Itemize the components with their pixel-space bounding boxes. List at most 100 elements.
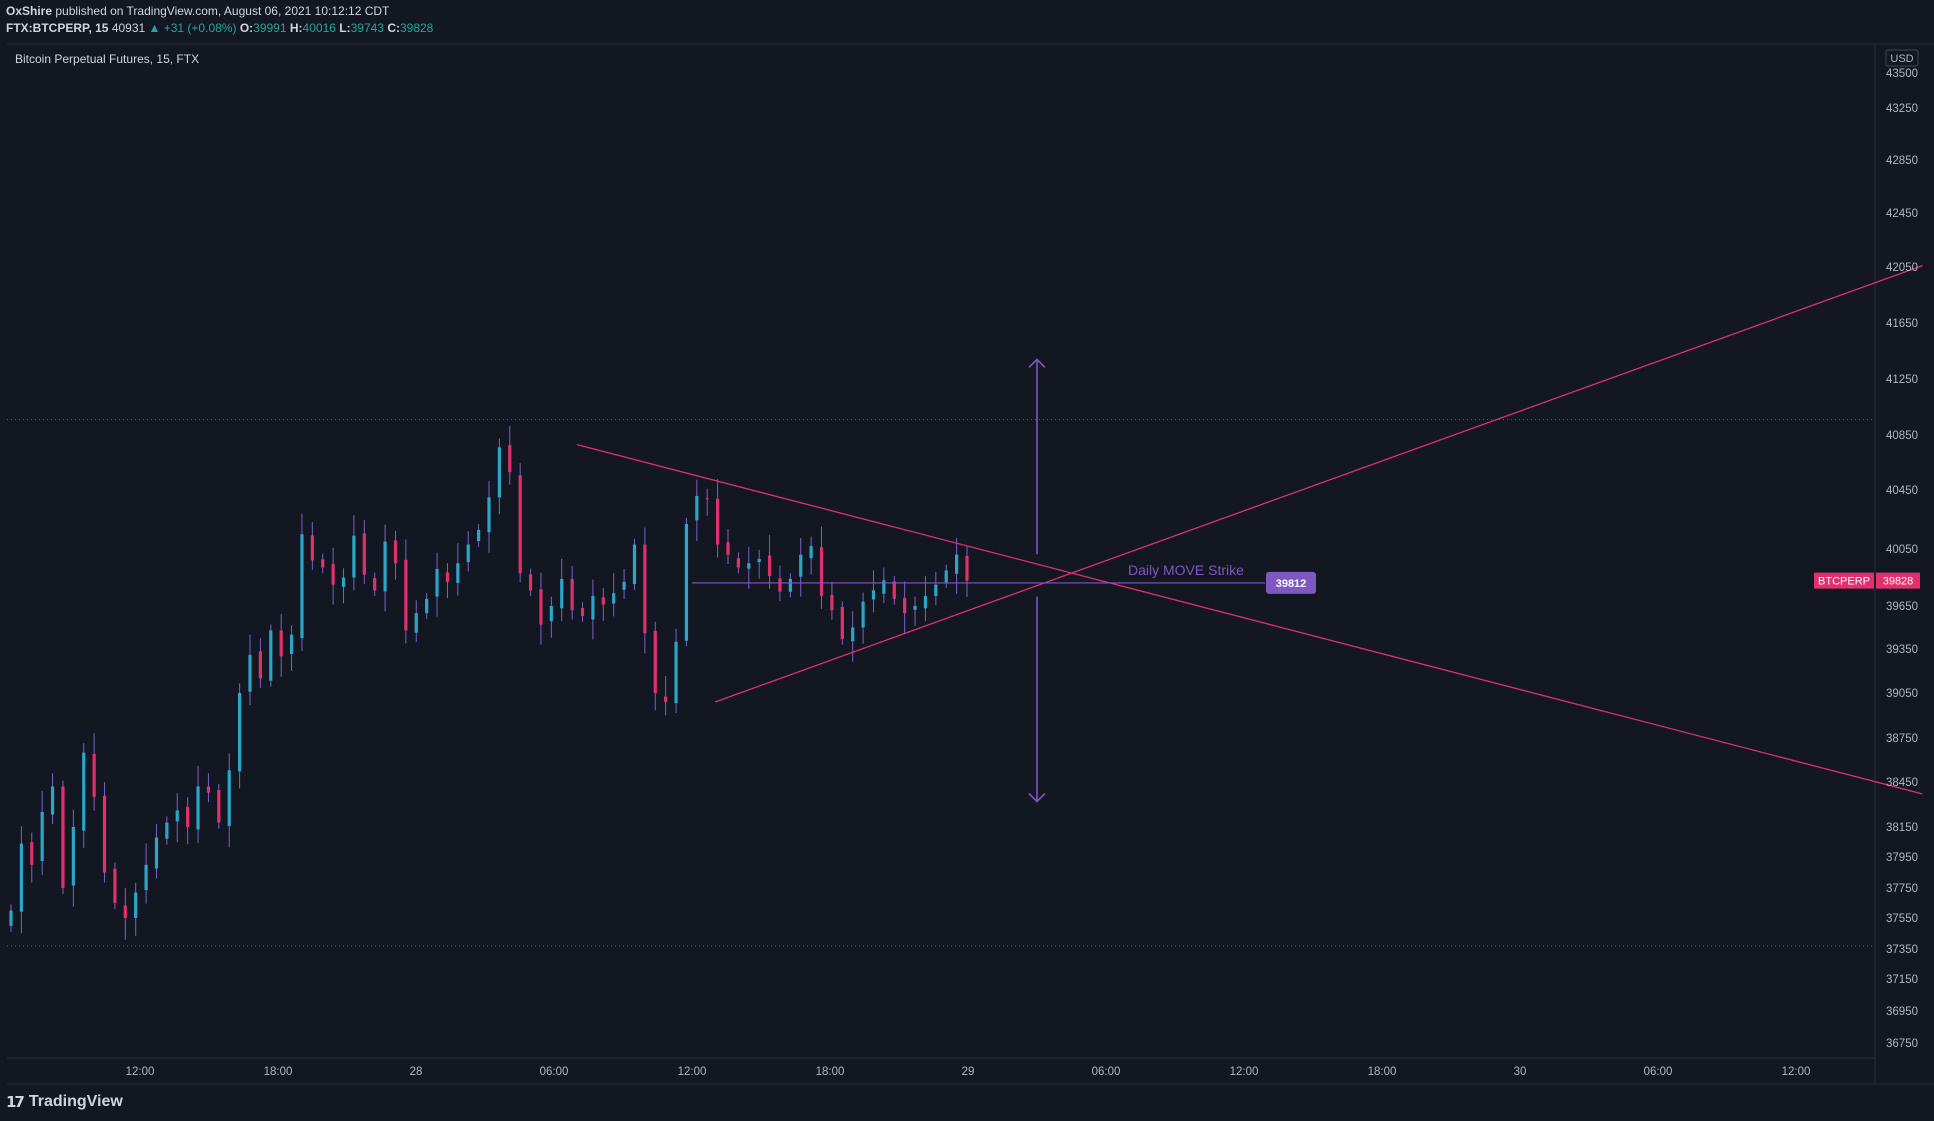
y-tick-label: 43500 <box>1886 68 1918 80</box>
price-axis[interactable]: USD 43500 43250 42850 42450 42050 41650 41250 40… <box>1885 49 1919 1050</box>
chart-title: Bitcoin Perpetual Futures, 15, FTX <box>15 52 200 66</box>
candle-body <box>165 822 169 839</box>
candle-body <box>726 542 730 555</box>
candle-body <box>799 554 803 577</box>
candle-body <box>944 570 948 583</box>
strike-annotation-text[interactable]: Daily MOVE Strike <box>1128 562 1244 578</box>
x-tick-label: 06:00 <box>540 1066 569 1078</box>
candle-body <box>716 498 720 545</box>
y-tick-label: 39650 <box>1886 601 1918 613</box>
currency-box[interactable] <box>1885 49 1919 67</box>
y-tick-label: 41650 <box>1886 318 1918 330</box>
change-value: ▲ +31 (+0.08%) <box>148 21 237 35</box>
close-value: 39828 <box>399 21 434 35</box>
x-tick-label: 12:00 <box>678 1066 707 1078</box>
candle-body <box>477 529 481 542</box>
strike-value-text: 39812 <box>1276 578 1307 590</box>
publisher-name[interactable]: OxShire <box>6 4 53 18</box>
candle-body <box>560 578 564 609</box>
y-tick-label: 38150 <box>1886 822 1918 834</box>
low-value: 39743 <box>350 21 384 35</box>
candle-body <box>227 770 231 827</box>
candle-body <box>518 475 522 574</box>
candle-body <box>61 786 65 888</box>
ohlc-line: FTX:BTCPERP, 15 40931 ▲ +31 (+0.08%) O:3… <box>6 21 433 35</box>
candle-body <box>258 651 262 679</box>
candle-body <box>892 581 896 599</box>
time-axis[interactable]: 12:00 18:00 28 06:00 12:00 18:00 29 06:00 12:00 1… <box>126 1066 1811 1078</box>
candle-body <box>383 541 387 592</box>
candle-body <box>591 596 595 620</box>
move-arrow-head-up <box>1028 358 1046 368</box>
candle-body <box>196 786 200 830</box>
tradingview-logo[interactable]: 𝟭𝟳 TradingView <box>6 1093 123 1111</box>
candle-body <box>466 544 470 563</box>
y-tick-label: 43250 <box>1886 103 1918 115</box>
candle-body <box>487 497 491 533</box>
candle-body <box>393 540 398 564</box>
y-tick-label: 42450 <box>1886 208 1918 220</box>
x-tick-label: 18:00 <box>816 1066 845 1078</box>
candle-body <box>508 445 512 473</box>
candle-body <box>310 535 314 561</box>
candle-body <box>30 842 34 865</box>
candle-body <box>747 563 751 569</box>
candle-body <box>373 578 377 591</box>
candle-body <box>279 630 283 657</box>
candle-body <box>435 568 439 597</box>
candle-body <box>123 905 127 918</box>
y-tick-label: 37950 <box>1886 852 1918 864</box>
candle-body <box>248 654 252 692</box>
y-tick-label: 39050 <box>1886 688 1918 700</box>
candle-body <box>903 597 907 614</box>
candle-body <box>767 555 772 577</box>
candle-body <box>404 559 408 631</box>
x-tick-label: 12:00 <box>1230 1066 1259 1078</box>
candle-body <box>965 555 969 581</box>
candle-body <box>102 795 107 873</box>
candle-body <box>955 554 959 574</box>
candle-body <box>684 523 689 641</box>
strike-value-badge[interactable] <box>1266 571 1316 594</box>
publisher-line: OxShire published on TradingView.com, Au… <box>6 4 389 18</box>
candle-body <box>580 608 585 617</box>
candle-body <box>528 574 533 591</box>
candle-body <box>50 786 55 815</box>
trendline[interactable] <box>714 265 1923 703</box>
candle-body <box>632 544 637 585</box>
candle-body <box>217 790 221 823</box>
y-tick-label: 36750 <box>1886 1038 1918 1050</box>
trendline[interactable] <box>576 443 1923 795</box>
y-tick-label: 36950 <box>1886 1006 1918 1018</box>
currency-label: USD <box>1890 53 1913 65</box>
candle-body <box>341 577 346 587</box>
candle-body <box>819 547 824 597</box>
candle-body <box>809 546 813 559</box>
candle-body <box>206 786 211 793</box>
candle-body <box>113 868 117 903</box>
high-value: 40016 <box>302 21 336 35</box>
x-tick-label: 18:00 <box>1368 1066 1397 1078</box>
candle-body <box>664 696 668 702</box>
candle-body <box>653 630 657 693</box>
candle-body <box>19 843 23 912</box>
chart-pane[interactable] <box>7 44 1875 1084</box>
candle-body <box>352 535 356 578</box>
y-tick-label: 39350 <box>1886 644 1918 656</box>
y-tick-label: 38450 <box>1886 777 1918 789</box>
candle-body <box>445 572 450 582</box>
open-label: O: <box>239 21 254 35</box>
candle-body <box>175 810 179 822</box>
candles <box>9 425 969 940</box>
tradingview-logo-text: TradingView <box>28 1093 123 1110</box>
published-text: published on TradingView.com, August 06,… <box>55 4 390 18</box>
candle-body <box>549 606 553 622</box>
candle-body <box>289 634 294 654</box>
candle-body <box>882 580 886 594</box>
candle-body <box>788 578 792 592</box>
low-label: L: <box>339 21 351 35</box>
candle-body <box>705 498 709 500</box>
y-tick-label: 40850 <box>1886 430 1918 442</box>
candle-body <box>736 558 740 568</box>
